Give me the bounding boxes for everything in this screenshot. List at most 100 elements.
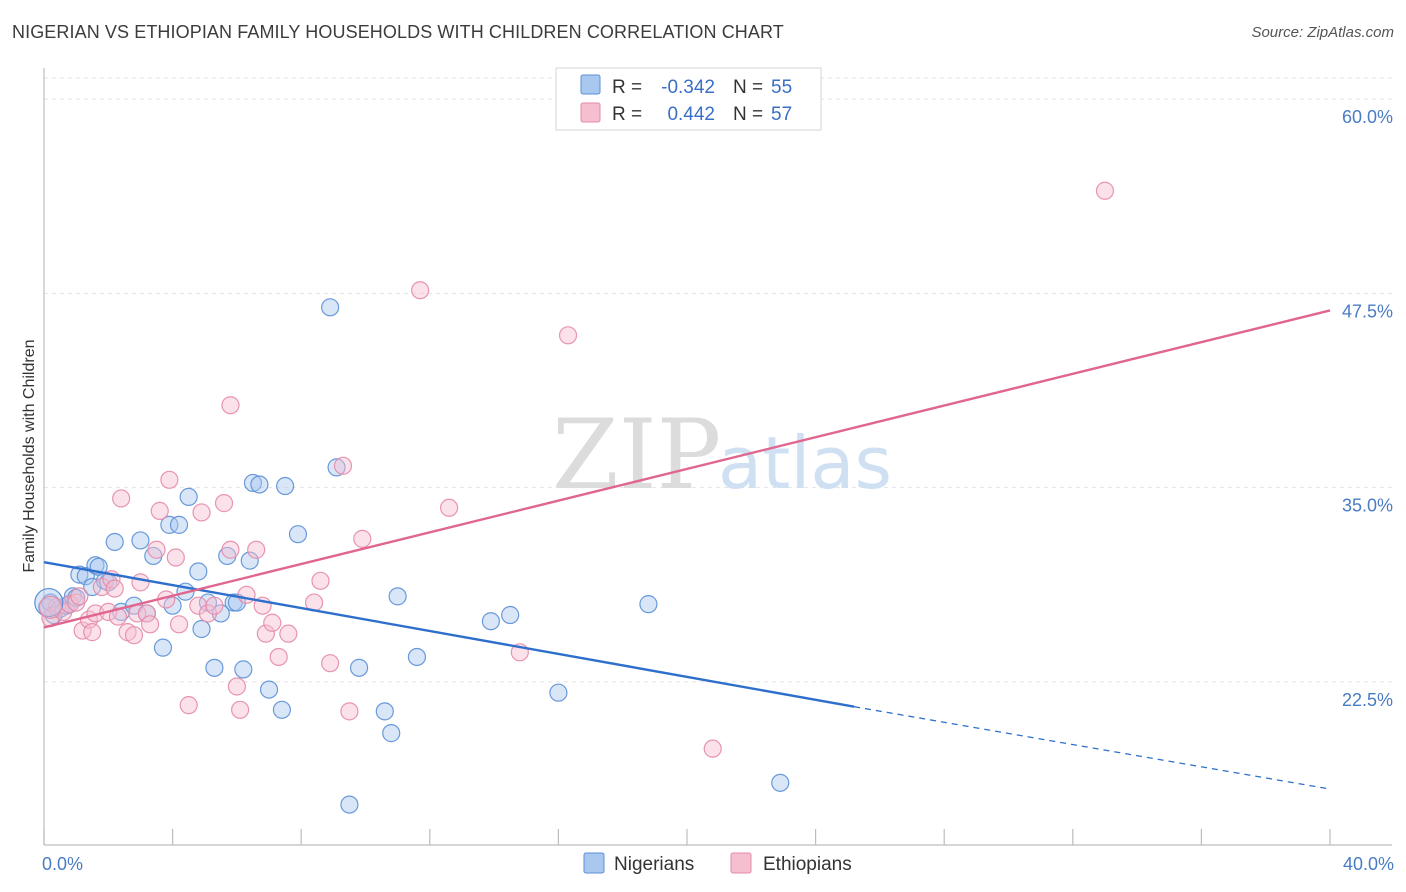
- point-ethiopians-cluster: [38, 595, 63, 619]
- tick-label-layer: 22.5% 35.0% 47.5% 60.0% 0.0% 40.0%: [42, 107, 1394, 874]
- point-ethiopians: [231, 700, 250, 719]
- point-ethiopians: [189, 596, 208, 615]
- point-ethiopians: [205, 596, 224, 615]
- legend-r-label-nigerians: R =: [612, 77, 642, 98]
- y-axis-label: Family Households with Children: [21, 340, 38, 573]
- legend-n-label-ethiopians: N =: [733, 104, 763, 125]
- point-nigerians: [234, 660, 253, 679]
- axes-layer: [43, 68, 1392, 846]
- point-ethiopians: [311, 571, 330, 590]
- watermark-zip: ZIP: [552, 399, 721, 511]
- y-tick-label: 35.0%: [1342, 496, 1393, 516]
- point-ethiopians: [179, 696, 198, 715]
- bottom-legend-label-nigerians: Nigerians: [614, 854, 694, 875]
- point-nigerians: [481, 612, 500, 631]
- watermark: ZIP atlas: [552, 399, 892, 511]
- trend-line-dashed-nigerians: [854, 706, 1331, 790]
- point-ethiopians: [263, 613, 282, 632]
- point-ethiopians: [221, 540, 240, 559]
- legend-n-value-ethiopians: 57: [771, 104, 792, 125]
- point-nigerians: [179, 487, 198, 507]
- point-ethiopians: [147, 540, 166, 559]
- legend-n-value-nigerians: 55: [771, 77, 792, 98]
- point-nigerians: [240, 551, 259, 570]
- point-ethiopians: [192, 503, 211, 522]
- y-tick-label: 60.0%: [1342, 107, 1393, 127]
- chart-title: NIGERIAN VS ETHIOPIAN FAMILY HOUSEHOLDS …: [12, 22, 784, 42]
- point-ethiopians: [558, 326, 578, 345]
- point-ethiopians: [279, 624, 298, 643]
- y-tick-label: 22.5%: [1342, 690, 1393, 710]
- point-ethiopians: [247, 540, 266, 559]
- point-ethiopians: [269, 647, 288, 667]
- point-ethiopians: [439, 498, 459, 517]
- legend-swatch-nigerians: [580, 74, 601, 95]
- bottom-legend-label-ethiopians: Ethiopians: [763, 854, 852, 875]
- legend-r-value-ethiopians: 0.442: [667, 104, 715, 125]
- point-nigerians: [169, 515, 189, 534]
- point-nigerians: [382, 724, 401, 743]
- series-nigerians: [38, 298, 790, 814]
- point-nigerians: [160, 515, 179, 534]
- point-nigerians: [205, 658, 224, 677]
- bottom-legend-swatch-ethiopians: [730, 852, 752, 874]
- point-ethiopians: [166, 548, 185, 567]
- point-ethiopians: [321, 654, 340, 673]
- point-nigerians: [321, 298, 340, 317]
- y-tick-label: 47.5%: [1342, 301, 1393, 321]
- top-legend: R = -0.342 N = 55 R = 0.442 N = 57: [555, 67, 822, 131]
- point-ethiopians: [221, 396, 240, 415]
- point-ethiopians: [333, 456, 353, 475]
- point-ethiopians: [112, 489, 131, 508]
- trend-line-nigerians: [43, 560, 855, 708]
- point-nigerians: [259, 680, 279, 699]
- x-tick-label: 40.0%: [1343, 854, 1394, 874]
- point-ethiopians: [150, 501, 169, 520]
- point-nigerians: [407, 647, 427, 667]
- series-ethiopians: [41, 181, 1115, 758]
- point-nigerians: [192, 619, 211, 639]
- chart-source: Source: ZipAtlas.com: [1251, 24, 1394, 41]
- point-nigerians: [189, 562, 208, 581]
- point-nigerians: [375, 702, 394, 721]
- point-ethiopians: [131, 573, 150, 592]
- x-tick-label: 0.0%: [42, 854, 83, 874]
- point-ethiopians: [70, 587, 89, 606]
- point-ethiopians: [227, 677, 246, 696]
- point-nigerians: [327, 458, 346, 477]
- legend-swatch-ethiopians: [580, 102, 601, 123]
- point-ethiopians: [83, 623, 102, 642]
- point-ethiopians: [169, 615, 189, 634]
- legend-r-value-nigerians: -0.342: [661, 77, 715, 98]
- point-ethiopians: [140, 615, 160, 634]
- point-nigerians: [340, 795, 359, 814]
- point-nigerians: [549, 683, 568, 702]
- point-nigerians: [288, 525, 308, 544]
- point-nigerians-cluster: [34, 587, 64, 618]
- point-ethiopians: [214, 494, 234, 513]
- point-nigerians: [771, 773, 790, 792]
- legend-r-label-ethiopians: R =: [612, 104, 642, 125]
- bottom-legend-swatch-nigerians: [583, 852, 605, 874]
- point-ethiopians: [1095, 181, 1115, 200]
- point-nigerians: [105, 532, 124, 552]
- point-ethiopians: [160, 470, 179, 489]
- trend-layer: [43, 309, 1331, 790]
- point-ethiopians: [256, 624, 275, 643]
- point-ethiopians: [105, 579, 124, 598]
- watermark-atlas: atlas: [718, 421, 892, 505]
- trend-line-ethiopians: [43, 309, 1331, 629]
- point-ethiopians: [411, 281, 430, 300]
- bottom-legend: Nigerians Ethiopians: [583, 852, 852, 875]
- point-nigerians: [276, 476, 295, 496]
- point-ethiopians: [237, 585, 256, 604]
- point-nigerians: [153, 638, 173, 657]
- point-nigerians: [272, 700, 292, 719]
- point-ethiopians: [124, 626, 144, 645]
- point-ethiopians: [353, 529, 372, 548]
- point-nigerians: [639, 595, 658, 614]
- point-nigerians: [131, 531, 150, 550]
- points-layer: [34, 181, 1115, 814]
- point-nigerians: [349, 658, 369, 677]
